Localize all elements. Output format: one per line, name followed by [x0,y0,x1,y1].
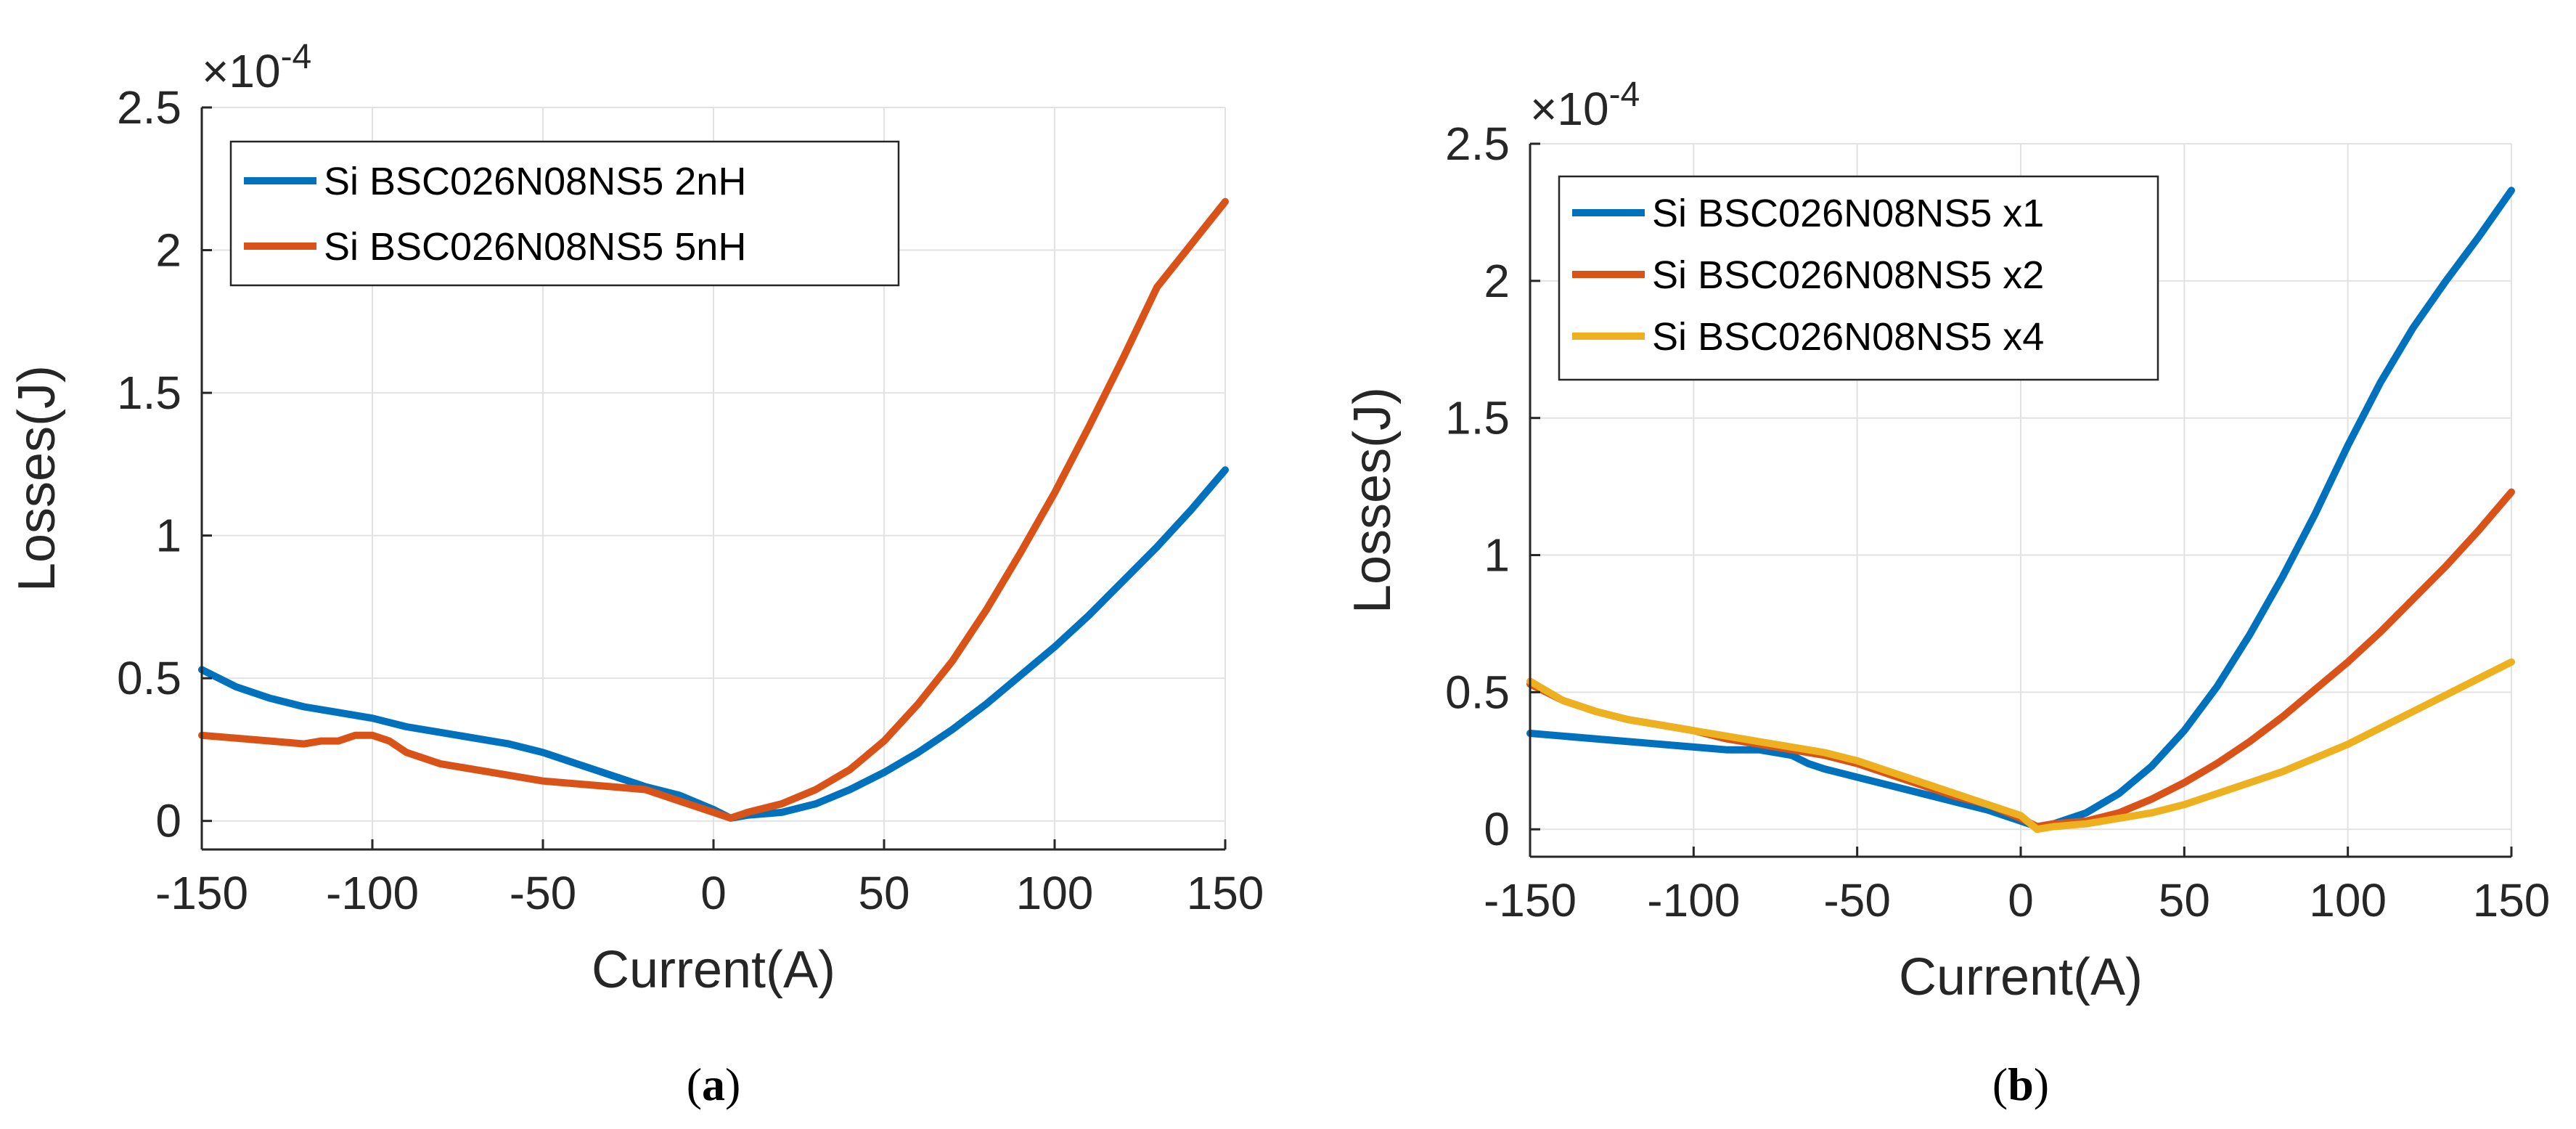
x-tick-label: -50 [1823,874,1891,926]
x-tick-label: 0 [700,867,727,919]
caption-letter: b [2008,1059,2034,1110]
y-tick-label: 2 [1484,255,1510,307]
x-tick-label: -100 [1647,874,1740,926]
x-tick-label: 0 [2008,874,2034,926]
axis-exponent-power: -4 [281,38,312,76]
series-line-3 [1526,658,2515,833]
x-tick-label: 50 [2159,874,2210,926]
legend-label-2: Si BSC026N08NS5 x2 [1652,253,2044,297]
y-tick-label: 2.5 [1445,118,1510,170]
y-axis-title: Losses(J) [1344,387,1402,614]
y-tick-label: 0.5 [1445,666,1510,718]
legend-label-2: Si BSC026N08NS5 5nH [324,225,746,269]
caption-open: ( [1992,1059,2008,1110]
axis-exponent-power: -4 [1609,76,1640,114]
figure-caption: (b) [1992,1059,2049,1110]
x-tick-label: 150 [1187,867,1264,919]
y-tick-label: 0.5 [117,652,181,704]
x-tick-label: 150 [2473,874,2551,926]
legend-label-3: Si BSC026N08NS5 x4 [1652,315,2044,359]
x-tick-label: 100 [1016,867,1094,919]
series-line-2 [198,197,1229,822]
legend: Si BSC026N08NS5 x1 Si BSC026N08NS5 x2 Si B… [1558,175,2159,381]
y-tick-label: 0 [1484,803,1510,855]
x-tick-label: 100 [2309,874,2387,926]
x-tick-label: -100 [326,867,419,919]
x-tick-label: -150 [1484,874,1577,926]
y-axis-title: Losses(J) [8,365,66,592]
caption-open: ( [687,1059,702,1110]
x-tick-label: 50 [858,867,909,919]
chart-b: -150 -100 -50 0 50 100 150 0 0.5 1 1.5 2 2.5 ×10-4 Cur… [1344,76,2550,1110]
caption-close: ) [2034,1059,2049,1110]
y-tick-label: 1 [1484,529,1510,582]
x-tick-label: -150 [155,867,248,919]
legend: Si BSC026N08NS5 2nH Si BSC026N08NS5 5nH [229,140,900,287]
axis-exponent: ×10-4 [202,38,311,97]
legend-box [1558,175,2159,381]
figure-caption: (a) [687,1059,741,1110]
x-axis-title: Current(A) [1899,948,2143,1006]
x-tick-label: -50 [510,867,577,919]
y-tick-label: 1 [155,510,181,562]
axis-exponent-base: ×10 [202,45,281,97]
caption-letter: a [702,1059,725,1110]
y-tick-label: 1.5 [1445,392,1510,444]
caption-close: ) [725,1059,740,1110]
y-tick-label: 0 [155,795,181,847]
chart-a: -150 -100 -50 0 50 100 150 0 0.5 1 1.5 2 2.5 ×10-4 Cur… [8,38,1264,1110]
legend-label-1: Si BSC026N08NS5 x1 [1652,192,2044,235]
x-axis-title: Current(A) [592,941,835,999]
axis-exponent-base: ×10 [1530,83,1609,135]
y-tick-label: 2 [155,224,181,277]
y-tick-label: 2.5 [117,81,181,134]
axis-exponent: ×10-4 [1530,76,1640,135]
legend-label-1: Si BSC026N08NS5 2nH [324,160,746,203]
legend-box [229,140,900,287]
y-tick-label: 1.5 [117,367,181,419]
